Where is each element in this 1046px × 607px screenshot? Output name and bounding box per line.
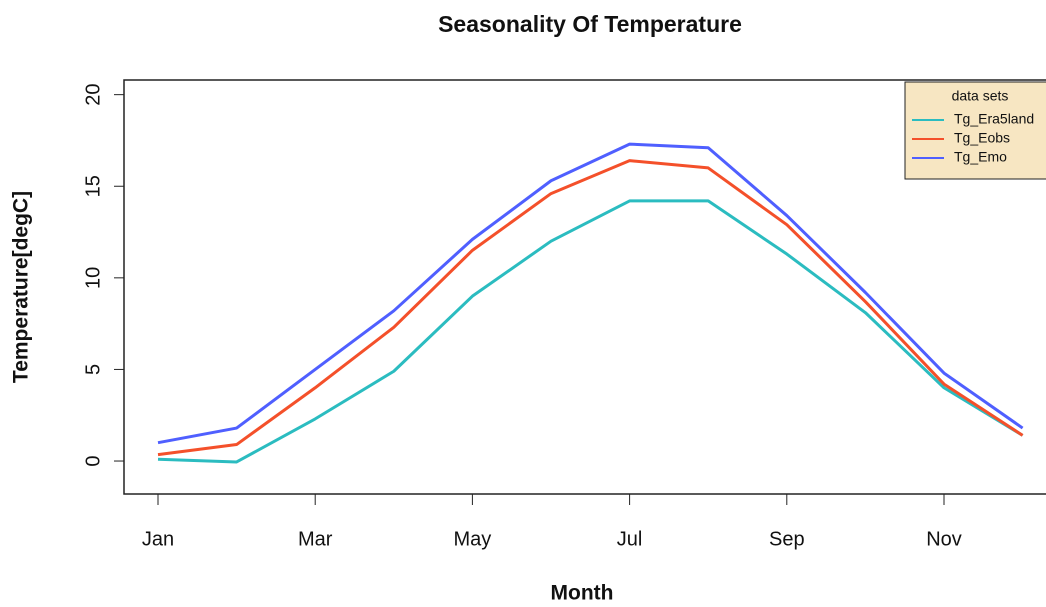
legend-label: Tg_Emo [954,149,1007,165]
legend-label: Tg_Eobs [954,130,1010,146]
y-axis-title: Temperature[degC] [10,191,33,383]
x-tick-label: Sep [769,528,805,550]
series-line [157,159,1024,457]
x-axis-title: Month [551,582,614,605]
x-tick-label: Mar [298,528,333,550]
x-tick-label: Jan [142,528,174,550]
y-tick-label: 5 [82,364,104,375]
y-tick-label: 20 [82,84,104,106]
legend-box [904,81,1046,180]
y-tick-label: 0 [82,455,104,466]
chart-title: Seasonality Of Temperature [438,11,742,37]
legend-label: Tg_Era5land [954,111,1034,127]
series-line [157,142,1024,445]
legend-title: data sets [952,88,1009,104]
x-tick-label: Nov [926,528,962,550]
x-tick-label: May [454,528,492,550]
series-line [157,199,1024,464]
x-tick-label: Jul [617,528,643,550]
y-tick-label: 15 [82,175,104,197]
y-tick-label: 10 [82,267,104,289]
